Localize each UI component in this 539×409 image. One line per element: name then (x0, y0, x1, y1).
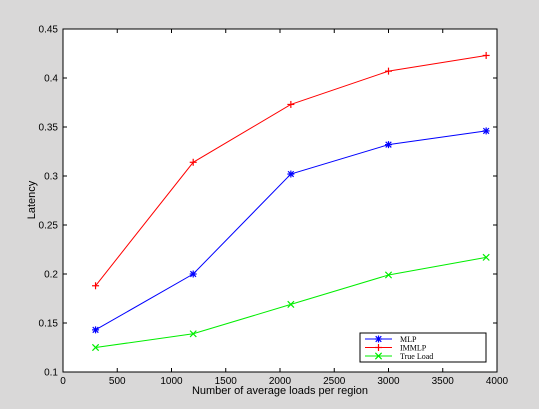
data-point-true-load (384, 271, 393, 279)
legend-label-true-load: True Load (400, 352, 433, 361)
x-tick-label: 3000 (377, 376, 400, 387)
x-tick-label: 0 (60, 376, 66, 387)
y-tick-label: 0.3 (44, 172, 58, 183)
legend-label-mlp: MLP (400, 335, 417, 344)
data-point-mlp (385, 141, 392, 149)
x-tick-label: 4000 (486, 376, 509, 387)
y-tick-label: 0.15 (39, 319, 59, 330)
data-point-true-load (189, 330, 197, 338)
x-tick-label: 1000 (160, 376, 183, 387)
data-point-immlp (482, 51, 490, 59)
legend-marker-mlp (375, 335, 382, 343)
legend-marker-true-load (374, 352, 383, 360)
data-point-mlp (287, 170, 295, 178)
data-point-true-load (91, 343, 100, 352)
axis-ticks: 0 500 1000 1500 2000 2500 3000 3500 4000 0.1 0.15 0… (39, 25, 509, 388)
x-tick-label: 3500 (432, 376, 455, 387)
y-tick-label: 0.4 (44, 74, 58, 85)
x-axis-label: Number of average loads per region (192, 385, 368, 397)
x-tick-label: 1500 (215, 376, 238, 387)
data-point-true-load (482, 253, 490, 261)
data-point-true-load (287, 300, 295, 308)
y-tick-label: 0.2 (44, 270, 58, 281)
data-point-immlp (92, 282, 100, 290)
legend-marker-immlp (375, 344, 382, 351)
legend-label-immlp: IMMLP (400, 343, 427, 352)
series-layer (91, 51, 490, 352)
data-point-immlp (385, 67, 392, 75)
x-tick-label: 2000 (269, 376, 292, 387)
y-tick-label: 0.45 (39, 25, 59, 36)
x-tick-label: 500 (109, 376, 126, 387)
plot-area (62, 28, 498, 373)
data-point-immlp (287, 100, 295, 108)
y-tick-label: 0.35 (39, 123, 59, 134)
y-tick-label: 0.25 (39, 221, 59, 232)
data-point-mlp (482, 127, 490, 135)
data-point-mlp (92, 326, 100, 334)
y-axis-label: Latency (26, 180, 38, 219)
data-point-immlp (189, 158, 197, 166)
x-tick-label: 2500 (323, 376, 346, 387)
data-point-mlp (189, 270, 197, 278)
y-tick-label: 0.1 (44, 368, 58, 379)
